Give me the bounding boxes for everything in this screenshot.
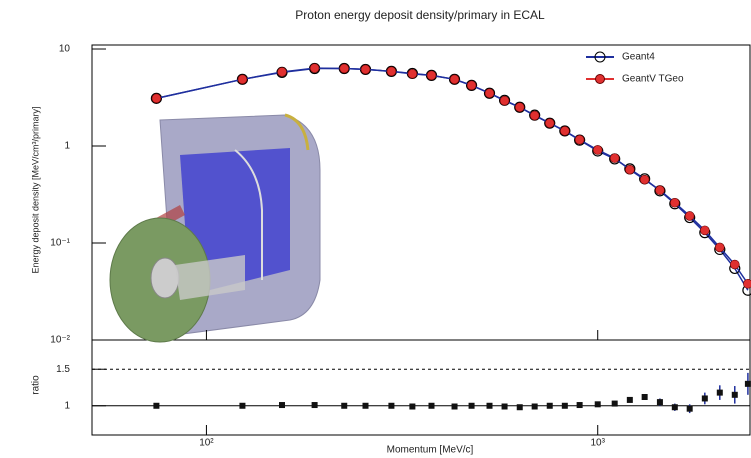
data-point	[640, 175, 649, 184]
ratio-point	[577, 402, 583, 408]
ratio-y-tick-label: 1.5	[56, 364, 70, 375]
data-point	[467, 81, 476, 90]
ratio-point	[153, 403, 159, 409]
data-point	[560, 126, 569, 135]
ratio-point	[595, 401, 601, 407]
ratio-axis-label: ratio	[31, 375, 42, 395]
y-tick-label: 10	[59, 44, 71, 55]
y-tick-label: 10⁻²	[50, 335, 70, 346]
data-point	[310, 64, 319, 73]
ratio-point	[469, 403, 475, 409]
data-point	[700, 226, 709, 235]
ratio-point	[312, 402, 318, 408]
ratio-point	[239, 403, 245, 409]
data-point	[655, 186, 664, 195]
ratio-point	[627, 397, 633, 403]
data-point	[685, 211, 694, 220]
ratio-point	[341, 403, 347, 409]
ratio-point	[388, 403, 394, 409]
ratio-point	[745, 381, 751, 387]
data-point	[277, 67, 286, 76]
data-point	[575, 135, 584, 144]
ratio-point	[717, 390, 723, 396]
data-point	[530, 111, 539, 120]
legend-label: Geant4	[622, 52, 655, 63]
data-point	[593, 145, 602, 154]
data-point	[361, 65, 370, 74]
legend-marker	[596, 75, 605, 84]
ratio-point	[532, 404, 538, 410]
ratio-point	[279, 402, 285, 408]
data-point	[340, 64, 349, 73]
ratio-point	[409, 404, 415, 410]
ratio-point	[657, 399, 663, 405]
ratio-frame	[92, 340, 750, 435]
y-tick-label: 10⁻¹	[50, 238, 70, 249]
data-point	[610, 154, 619, 163]
data-point	[387, 67, 396, 76]
ratio-point	[517, 404, 523, 410]
y-tick-label: 1	[64, 141, 70, 152]
ratio-point	[687, 406, 693, 412]
ratio-point	[452, 404, 458, 410]
data-point	[743, 279, 751, 288]
y-axis-label: Energy deposit density [MeV/cm³/primary]	[30, 106, 40, 273]
data-point	[427, 71, 436, 80]
ratio-point	[487, 403, 493, 409]
data-point	[450, 75, 459, 84]
data-point	[715, 243, 724, 252]
ratio-point	[732, 392, 738, 398]
x-tick-label: 10³	[590, 438, 605, 449]
x-axis-label: Momentum [MeV/c]	[387, 445, 474, 456]
ratio-point	[562, 403, 568, 409]
legend-label: GeantV TGeo	[622, 74, 684, 85]
ratio-point	[612, 401, 618, 407]
ratio-point	[642, 394, 648, 400]
chart: Proton energy deposit density/primary in…	[0, 0, 751, 458]
data-point	[238, 75, 247, 84]
x-tick-label: 10²	[199, 438, 214, 449]
ratio-point	[428, 403, 434, 409]
data-point	[625, 165, 634, 174]
ratio-point	[363, 403, 369, 409]
ratio-point	[702, 395, 708, 401]
ratio-point	[672, 404, 678, 410]
ratio-point	[547, 403, 553, 409]
data-point	[500, 96, 509, 105]
chart-title: Proton energy deposit density/primary in…	[295, 8, 545, 22]
data-point	[408, 69, 417, 78]
data-point	[545, 119, 554, 128]
data-point	[515, 103, 524, 112]
detector-inset	[110, 115, 320, 342]
ratio-point	[502, 404, 508, 410]
data-point	[485, 89, 494, 98]
data-point	[152, 94, 161, 103]
data-point	[730, 260, 739, 269]
ratio-y-tick-label: 1	[64, 400, 70, 411]
data-point	[670, 198, 679, 207]
